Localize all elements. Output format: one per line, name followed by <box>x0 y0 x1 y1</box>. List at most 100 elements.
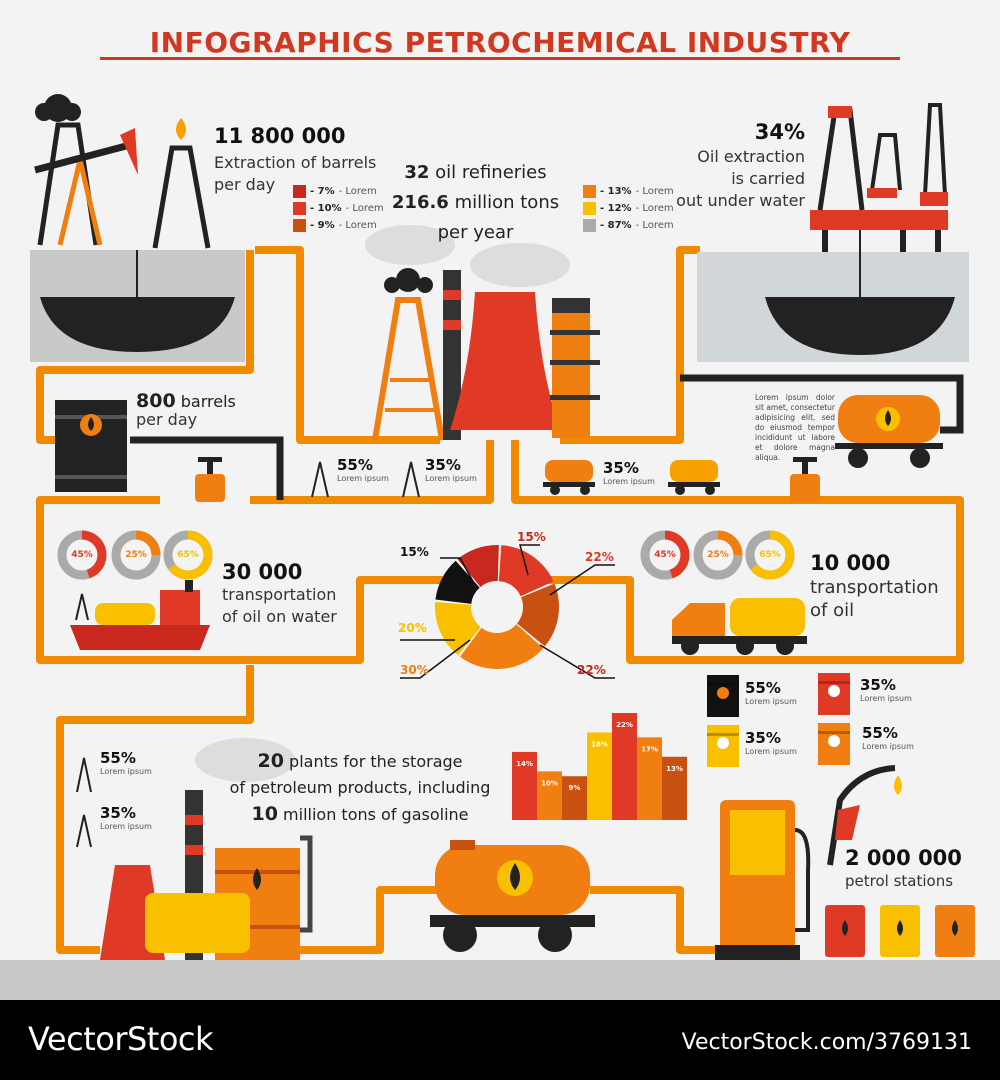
donut-label: 22% <box>577 663 606 677</box>
stat-value: 35% <box>603 459 639 477</box>
storage-line3: million tons of gasoline <box>283 805 469 824</box>
petrol-pump <box>715 765 902 960</box>
stat-value: 55% <box>337 456 373 474</box>
legend-label: - Lorem <box>345 203 384 214</box>
illustration: 14% 10% 9% 18% 22% 17% 13% <box>0 57 1000 1000</box>
pipes <box>36 246 964 954</box>
stations-value: 2 000 000 <box>845 846 962 870</box>
title-underline <box>100 57 900 60</box>
legend-pct: - 10% <box>310 203 342 214</box>
refineries-block: 32 oil refineries 216.6 million tons per… <box>378 158 573 248</box>
land-transport-value: 10 000 <box>810 551 891 575</box>
extraction-line2: per day <box>214 175 276 194</box>
land-transport-line2: of oil <box>810 600 855 621</box>
ring-fill <box>136 530 161 555</box>
stations-label: petrol stations <box>845 872 954 890</box>
underwater-line3: out under water <box>676 191 805 210</box>
extraction-line1: Extraction of barrels <box>214 153 377 172</box>
footer-brand: VectorStock <box>28 1020 214 1058</box>
stat-label: Lorem ipsum <box>860 694 912 703</box>
bar-label: 9% <box>569 784 581 792</box>
stat-label: Lorem ipsum <box>425 474 477 483</box>
barrels-label: barrels <box>180 392 236 411</box>
legend-left: - 7% - Lorem - 10% - Lorem - 9% - Lorem <box>293 183 384 234</box>
legend-pct: - 87% <box>600 220 632 231</box>
storage-count: 20 <box>257 750 284 772</box>
legend-pct: - 13% <box>600 186 632 197</box>
storage-block: 20 plants for the storage of petroleum p… <box>225 748 495 828</box>
ring-fill <box>718 530 743 555</box>
land-transport-block: 10 000 transportation of oil <box>810 551 939 622</box>
legend-label: - Lorem <box>635 186 674 197</box>
donut-leader <box>400 639 471 679</box>
fuel-canisters <box>825 905 975 957</box>
rig-stat: 55% Lorem ipsum <box>337 456 389 483</box>
water-transport-line2: of oil on water <box>222 607 337 626</box>
left-stat: 35% Lorem ipsum <box>100 804 152 831</box>
donut-label: 30% <box>400 663 429 677</box>
percentage-ring <box>745 530 795 580</box>
underwater-block: 34% Oil extraction is carried out under … <box>650 120 805 212</box>
refineries-tons: 216.6 <box>391 192 449 213</box>
storage-line1: plants for the storage <box>289 752 463 771</box>
legend-pct: - 7% <box>310 186 335 197</box>
small-trucks <box>543 460 720 495</box>
bar-label: 18% <box>591 740 608 748</box>
legend-swatch <box>583 219 596 232</box>
stat-value: 35% <box>425 456 461 474</box>
donut-leader <box>539 644 615 679</box>
left-stat: 55% Lorem ipsum <box>100 749 152 776</box>
donut-chart <box>400 544 615 679</box>
stat-value: 35% <box>745 729 781 747</box>
stations-block: 2 000 000 petrol stations <box>845 846 962 892</box>
stat-value: 55% <box>745 679 781 697</box>
page-title: INFOGRAPHICS PETROCHEMICAL INDUSTRY <box>149 26 851 59</box>
barrel-stat: 55% Lorem ipsum <box>862 724 914 751</box>
lorem-paragraph: Lorem ipsum dolor sit amet, consectetur … <box>755 393 835 462</box>
donut-leader <box>440 557 476 586</box>
barrel-black <box>55 400 127 492</box>
barrels-block: 800 barrels per day <box>136 390 236 428</box>
ring-fill <box>168 530 213 580</box>
refinery <box>365 225 600 441</box>
footer-url[interactable]: VectorStock.com/3769131 <box>681 1030 972 1055</box>
water-transport-block: 30 000 transportation of oil on water <box>222 560 337 628</box>
oil-field-offshore <box>697 103 969 362</box>
ground <box>0 960 1000 1000</box>
donut-label: 15% <box>400 545 429 559</box>
truck-stat: 35% Lorem ipsum <box>603 459 655 486</box>
bar <box>512 751 537 820</box>
underwater-value: 34% <box>754 120 805 144</box>
stat-value: 35% <box>860 676 896 694</box>
legend-right: - 13% - Lorem - 12% - Lorem - 87% - Lore… <box>583 183 674 234</box>
ring-label: 25% <box>707 550 729 560</box>
barrels-value: 800 <box>136 390 176 412</box>
extraction-value: 11 800 000 <box>214 124 346 148</box>
percentage-rings <box>57 530 795 580</box>
bar-chart: 14% 10% 9% 18% 22% 17% 13% <box>512 713 687 820</box>
barrel-grid <box>707 673 850 767</box>
percentage-ring <box>693 530 743 580</box>
percentage-ring <box>640 530 690 580</box>
bar <box>537 771 562 820</box>
legend-pct: - 12% <box>600 203 632 214</box>
ring-fill <box>750 530 795 580</box>
bar-label: 13% <box>666 765 683 773</box>
land-transport-line1: transportation <box>810 577 939 598</box>
legend-swatch <box>293 185 306 198</box>
donut-slice <box>435 560 480 604</box>
bar-label: 14% <box>516 760 533 768</box>
donut-label: 20% <box>398 621 427 635</box>
stat-label: Lorem ipsum <box>745 697 797 706</box>
water-transport-line1: transportation <box>222 585 337 604</box>
legend-swatch <box>293 219 306 232</box>
bar <box>562 776 587 820</box>
footer: VectorStock VectorStock.com/3769131 <box>0 1000 1000 1080</box>
underwater-line1: Oil extraction <box>697 147 805 166</box>
percentage-ring <box>111 530 161 580</box>
donut-label: 22% <box>585 550 614 564</box>
refineries-label: oil refineries <box>435 162 547 183</box>
stat-value: 35% <box>100 804 136 822</box>
ring-label: 45% <box>71 550 93 560</box>
tank-wagon <box>430 840 595 952</box>
